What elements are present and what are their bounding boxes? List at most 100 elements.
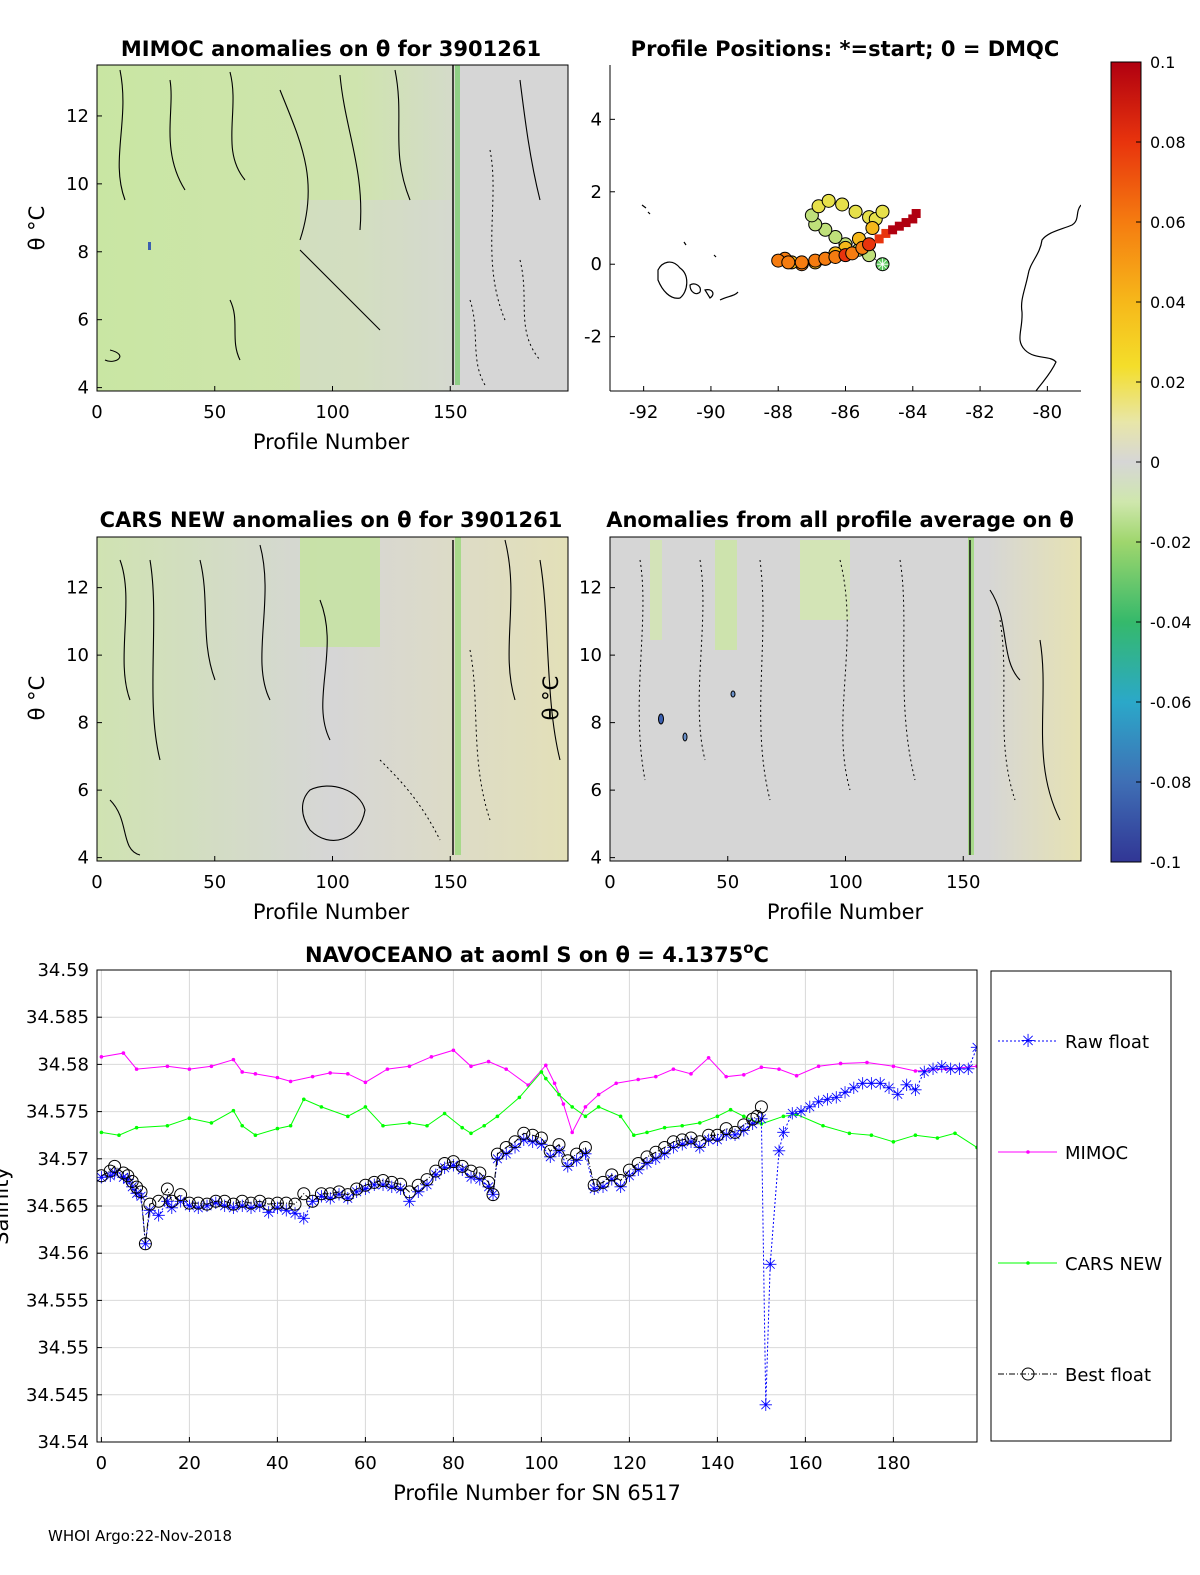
raw-point: ✳ [151, 1206, 165, 1226]
positions-panel: Profile Positions: *=start; 0 = DMQC ✳ -… [584, 37, 1081, 423]
best-point [385, 1175, 399, 1189]
salinity-ytick-label: 34.545 [26, 1385, 89, 1406]
mimoc-ytick-label: 10 [66, 174, 89, 195]
salinity-title-degree: o [743, 939, 753, 957]
raw-point: ✳ [794, 1103, 808, 1123]
best-point [235, 1194, 249, 1208]
legend-mimoc-marker [1026, 1150, 1030, 1154]
salinity-xtick-label: 0 [96, 1453, 107, 1474]
salinity-xtick-label: 20 [178, 1453, 201, 1474]
raw-point: ✳ [882, 1079, 896, 1099]
cars-point [781, 1114, 786, 1119]
average-contour-lines [989, 589, 1061, 821]
raw-point: ✳ [165, 1199, 179, 1219]
average-x-ticks: 0 50 100 150 [604, 856, 980, 893]
colorbar-tick-label: -0.08 [1150, 773, 1191, 792]
raw-point: ✳ [94, 1169, 108, 1189]
float-position-square [911, 209, 921, 219]
raw-point: ✳ [569, 1152, 583, 1172]
cars-point [288, 1123, 293, 1128]
best-point [306, 1194, 320, 1208]
raw-point: ✳ [622, 1167, 636, 1187]
best-point [244, 1196, 258, 1210]
cars-point [231, 1108, 236, 1113]
raw-point: ✳ [143, 1202, 157, 1222]
float-position-dmqc [862, 237, 877, 252]
salinity-ytick-label: 34.565 [26, 1196, 89, 1217]
cars-point [544, 1076, 548, 1081]
raw-point: ✳ [107, 1164, 121, 1184]
cars-point [275, 1126, 280, 1131]
cars-ytick-label: 6 [78, 780, 89, 801]
best-point [552, 1138, 566, 1152]
average-xtick-label: 100 [828, 872, 862, 893]
salinity-ytick-label: 34.58 [37, 1054, 89, 1075]
float-position-square [908, 214, 918, 224]
best-point [429, 1164, 443, 1178]
average-xtick-label: 150 [946, 872, 980, 893]
best-point [508, 1135, 522, 1149]
raw-point: ✳ [464, 1169, 478, 1189]
raw-point: ✳ [855, 1074, 869, 1094]
raw-point: ✳ [455, 1161, 469, 1181]
mimoc-point [346, 1072, 350, 1076]
raw-point: ✳ [429, 1166, 443, 1186]
mimoc-contour-lines [104, 69, 541, 362]
best-point [473, 1166, 487, 1180]
mimoc-point [99, 1055, 104, 1059]
positions-xtick-label: -92 [629, 402, 658, 423]
float-track: ✳ [771, 193, 921, 274]
best-point [719, 1122, 733, 1136]
average-xtick-label: 50 [716, 872, 739, 893]
average-blue-spot-3 [730, 690, 736, 698]
cars-point [482, 1123, 487, 1128]
average-ytick-label: 12 [579, 578, 602, 599]
salinity-y-ticks: 34.54 34.545 34.55 34.555 34.56 34.565 34.57 34… [26, 960, 102, 1453]
mimoc-point [275, 1075, 280, 1080]
raw-point: ✳ [776, 1123, 790, 1143]
best-point [526, 1128, 540, 1142]
mimoc-point [429, 1055, 434, 1059]
cars-point [618, 1114, 623, 1119]
cars-point [346, 1114, 350, 1119]
positions-xtick-label: -80 [1033, 402, 1062, 423]
mimoc-point [689, 1072, 693, 1076]
float-position-dmqc [794, 255, 809, 270]
mimoc-xtick-label: 150 [433, 402, 467, 423]
average-green-patch-3 [800, 540, 850, 620]
best-point [578, 1140, 592, 1154]
best-point [262, 1197, 276, 1211]
float-position-dmqc [875, 204, 890, 219]
raw-point: ✳ [138, 1235, 152, 1255]
float-position-square [874, 234, 884, 244]
cars-ytick-label: 4 [78, 848, 89, 869]
raw-point: ✳ [288, 1205, 302, 1225]
raw-point: ✳ [486, 1186, 500, 1206]
raw-point: ✳ [613, 1178, 627, 1198]
best-point [622, 1163, 636, 1177]
best-point [103, 1164, 117, 1178]
raw-point: ✳ [952, 1060, 966, 1080]
colorbar-tick-label: 0.04 [1150, 293, 1186, 312]
cars-point [557, 1092, 561, 1097]
raw-point: ✳ [838, 1084, 852, 1104]
salinity-ytick-label: 34.575 [26, 1102, 89, 1123]
mimoc-xtick-label: 100 [315, 402, 349, 423]
galapagos-coastline [641, 204, 739, 301]
mimoc-point [614, 1081, 618, 1086]
best-point [649, 1145, 663, 1159]
best-point [182, 1196, 196, 1210]
best-point [270, 1196, 284, 1210]
positions-xtick-label: -86 [831, 402, 860, 423]
salinity-xtick-label: 40 [266, 1453, 289, 1474]
salinity-xtick-label: 100 [524, 1453, 558, 1474]
best-point [358, 1178, 372, 1192]
footer-stamp: WHOI Argo:22-Nov-2018 [48, 1527, 232, 1545]
best-point [710, 1128, 724, 1142]
best-point [174, 1188, 188, 1202]
average-ytick-label: 6 [591, 780, 602, 801]
mimoc-point [706, 1055, 711, 1060]
legend-best-marker [1021, 1367, 1035, 1381]
average-xtick-label: 0 [604, 872, 615, 893]
mimoc-ytick-label: 4 [78, 378, 89, 399]
